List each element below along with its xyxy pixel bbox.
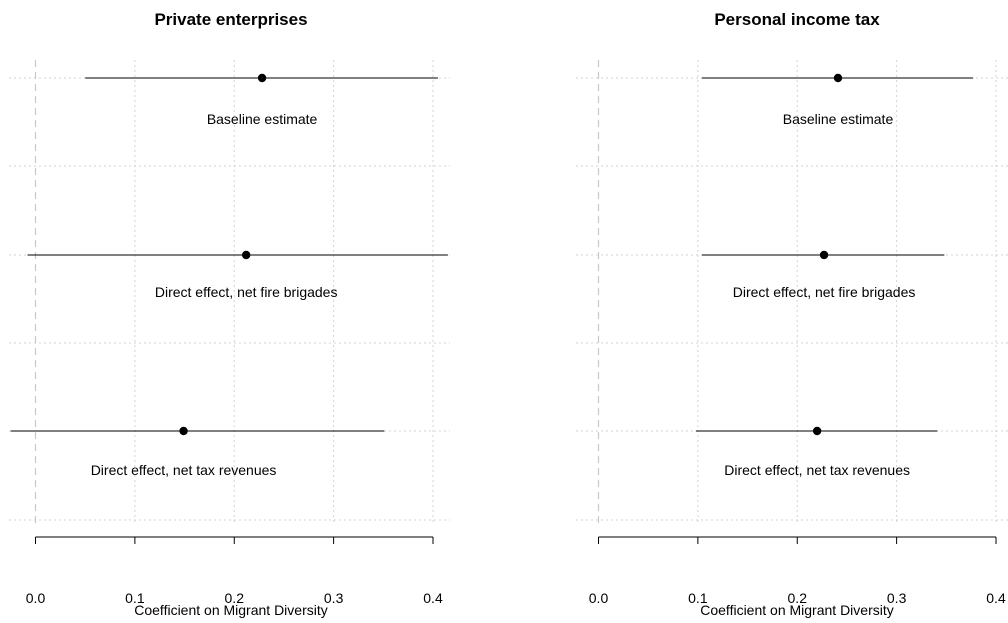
- point-estimate: [812, 426, 822, 436]
- x-axis-title: Coefficient on Migrant Diversity: [134, 602, 327, 618]
- point-estimate: [257, 73, 267, 83]
- x-tick-label: 0.1: [688, 590, 708, 606]
- x-axis-title: Coefficient on Migrant Diversity: [700, 602, 893, 618]
- panel-1: Private enterprises Baseline estimate Dire…: [9, 10, 450, 618]
- x-tick-label: 0.4: [986, 590, 1006, 606]
- x-tick-label: 0.2: [225, 590, 245, 606]
- panel-2: Personal income tax Baseline estimate Dire…: [576, 10, 1008, 618]
- x-tick-label: 0.3: [887, 590, 907, 606]
- point-estimate: [819, 250, 829, 260]
- estimate-label: Direct effect, net fire brigades: [155, 284, 338, 300]
- point-estimate: [179, 426, 188, 436]
- point-estimate: [241, 250, 251, 260]
- estimate-label: Direct effect, net tax revenues: [724, 462, 910, 478]
- estimate-label: Baseline estimate: [207, 111, 318, 127]
- estimate-label: Direct effect, net fire brigades: [733, 284, 916, 300]
- point-estimate: [833, 73, 843, 83]
- panel-title: Private enterprises: [154, 10, 307, 29]
- x-tick-label: 0.0: [26, 590, 46, 606]
- x-tick-label: 0.4: [423, 590, 443, 606]
- estimate-label: Baseline estimate: [783, 111, 894, 127]
- panel-title: Personal income tax: [714, 10, 880, 29]
- estimate-label: Direct effect, net tax revenues: [91, 462, 277, 478]
- x-tick-label: 0.2: [788, 590, 808, 606]
- x-tick-label: 0.3: [324, 590, 344, 606]
- x-tick-label: 0.0: [589, 590, 609, 606]
- x-tick-label: 0.1: [125, 590, 145, 606]
